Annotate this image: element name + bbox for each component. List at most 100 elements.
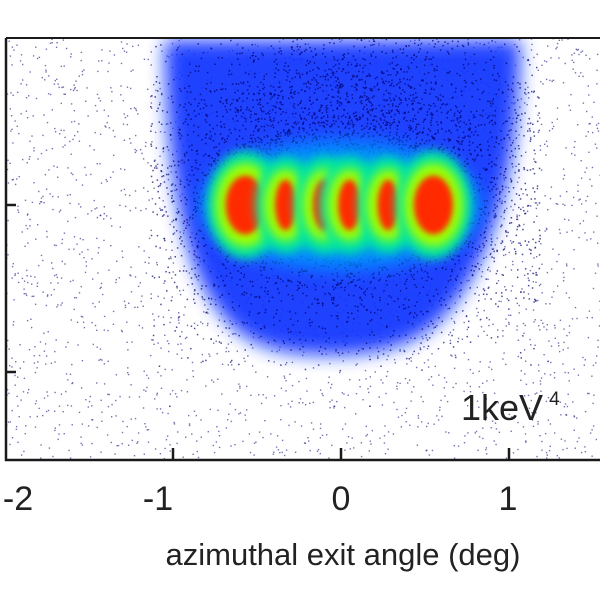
scatter-dot xyxy=(16,396,17,397)
scatter-dot xyxy=(287,135,289,137)
scatter-dot xyxy=(539,241,541,243)
scatter-dot xyxy=(231,103,233,105)
scatter-dot xyxy=(366,288,368,290)
scatter-dot xyxy=(433,295,435,297)
scatter-dot xyxy=(470,123,472,125)
scatter-dot xyxy=(474,150,476,152)
scatter-dot xyxy=(177,431,178,432)
scatter-dot xyxy=(196,246,198,248)
scatter-dot xyxy=(491,136,493,138)
scatter-dot xyxy=(302,402,303,403)
scatter-dot xyxy=(484,200,486,202)
scatter-dot xyxy=(570,94,571,95)
scatter-dot xyxy=(242,100,244,102)
scatter-dot xyxy=(524,169,526,171)
scatter-dot xyxy=(172,369,173,370)
scatter-dot xyxy=(593,365,594,366)
scatter-dot xyxy=(98,247,99,248)
scatter-dot xyxy=(234,92,236,94)
scatter-dot xyxy=(439,407,440,408)
scatter-dot xyxy=(359,97,361,99)
scatter-dot xyxy=(141,301,142,302)
scatter-dot xyxy=(26,97,27,98)
scatter-dot xyxy=(198,126,200,128)
scatter-dot xyxy=(355,365,356,366)
scatter-dot xyxy=(82,423,83,424)
scatter-dot xyxy=(391,83,393,85)
scatter-dot xyxy=(582,357,583,358)
scatter-dot xyxy=(559,229,560,230)
scatter-dot xyxy=(265,287,267,289)
scatter-dot xyxy=(406,120,408,122)
scatter-dot xyxy=(237,390,238,391)
scatter-dot xyxy=(593,288,594,289)
scatter-dot xyxy=(154,398,155,399)
scatter-dot xyxy=(46,391,47,392)
scatter-dot xyxy=(8,393,9,394)
scatter-dot xyxy=(159,104,161,106)
scatter-dot xyxy=(165,249,166,250)
scatter-dot xyxy=(226,111,228,113)
scatter-dot xyxy=(362,129,364,131)
scatter-dot xyxy=(508,191,510,193)
scatter-dot xyxy=(178,322,179,323)
scatter-dot xyxy=(490,51,492,53)
scatter-dot xyxy=(309,319,311,321)
scatter-dot xyxy=(184,155,186,157)
scatter-dot xyxy=(415,146,417,148)
scatter-dot xyxy=(148,263,149,264)
scatter-dot xyxy=(88,406,89,407)
scatter-dot xyxy=(346,92,348,94)
scatter-dot xyxy=(59,133,60,134)
scatter-dot xyxy=(512,155,514,157)
scatter-dot xyxy=(377,309,379,311)
scatter-dot xyxy=(488,287,490,289)
scatter-dot xyxy=(293,137,295,139)
scatter-dot xyxy=(238,413,239,414)
scatter-dot xyxy=(24,246,25,247)
scatter-dot xyxy=(585,411,586,412)
scatter-dot xyxy=(568,219,569,220)
scatter-dot xyxy=(546,61,547,62)
scatter-dot xyxy=(597,128,598,129)
scatter-dot xyxy=(54,430,55,431)
scatter-dot xyxy=(144,250,145,251)
scatter-dot xyxy=(275,263,277,265)
scatter-dot xyxy=(585,451,586,452)
scatter-dot xyxy=(428,366,429,367)
scatter-dot xyxy=(73,249,74,250)
scatter-dot xyxy=(536,208,537,209)
scatter-dot xyxy=(255,372,256,373)
scatter-dot xyxy=(564,175,565,176)
scatter-dot xyxy=(560,233,561,234)
scatter-dot xyxy=(334,59,336,61)
scatter-dot xyxy=(97,71,98,72)
scatter-dot xyxy=(362,71,364,73)
scatter-dot xyxy=(591,456,592,457)
scatter-dot xyxy=(447,147,449,149)
scatter-dot xyxy=(136,150,137,151)
scatter-dot xyxy=(153,319,154,320)
scatter-dot xyxy=(326,341,328,343)
scatter-dot xyxy=(390,350,392,352)
scatter-dot xyxy=(357,306,359,308)
scatter-dot xyxy=(144,59,145,60)
scatter-dot xyxy=(359,116,361,118)
scatter-dot xyxy=(325,328,327,330)
scatter-dot xyxy=(525,82,527,84)
scatter-dot xyxy=(408,84,410,86)
scatter-dot xyxy=(159,102,160,103)
scatter-dot xyxy=(176,212,177,213)
scatter-dot xyxy=(192,370,193,371)
scatter-dot xyxy=(54,361,55,362)
scatter-dot xyxy=(258,394,259,395)
scatter-dot xyxy=(586,211,587,212)
scatter-dot xyxy=(96,207,97,208)
scatter-dot xyxy=(153,344,154,345)
scatter-dot xyxy=(76,297,77,298)
scatter-dot xyxy=(188,415,189,416)
scatter-dot xyxy=(21,454,22,455)
scatter-dot xyxy=(286,362,287,363)
scatter-dot xyxy=(355,112,357,114)
scatter-dot xyxy=(262,262,264,264)
